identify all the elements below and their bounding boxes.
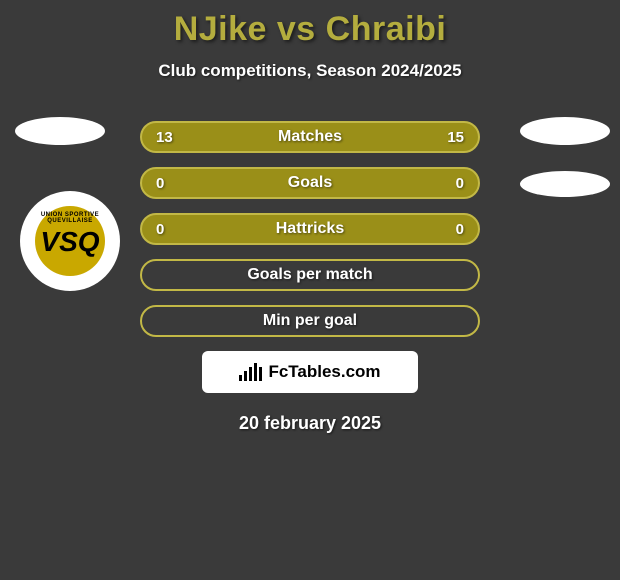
season-subtitle: Club competitions, Season 2024/2025 — [0, 61, 620, 81]
stat-label: Matches — [278, 128, 342, 146]
stat-value-right: 0 — [456, 221, 464, 238]
stat-label: Min per goal — [263, 312, 357, 330]
stat-label: Goals — [288, 174, 332, 192]
brand-text: FcTables.com — [268, 362, 380, 382]
stat-value-right: 15 — [447, 129, 464, 146]
stat-row: Goals 0 0 — [140, 167, 480, 199]
stat-row: Min per goal — [140, 305, 480, 337]
stat-value-right: 0 — [456, 175, 464, 192]
content-area: UNION SPORTIVE QUEVILLAISE VSQ Matches 13… — [0, 121, 620, 434]
stat-row: Matches 13 15 — [140, 121, 480, 153]
stat-row: Hattricks 0 0 — [140, 213, 480, 245]
brand-box: FcTables.com — [202, 351, 418, 393]
stat-row: Goals per match — [140, 259, 480, 291]
infographic-container: NJike vs Chraibi Club competitions, Seas… — [0, 0, 620, 580]
stat-value-left: 13 — [156, 129, 173, 146]
stats-list: Matches 13 15 Goals 0 0 Hattricks 0 0 Goals per m… — [140, 121, 480, 337]
club-badge-inner: UNION SPORTIVE QUEVILLAISE VSQ — [35, 206, 105, 276]
stat-value-left: 0 — [156, 175, 164, 192]
stat-label: Goals per match — [247, 266, 372, 284]
club-badge: UNION SPORTIVE QUEVILLAISE VSQ — [20, 191, 120, 291]
club-emblem: VSQ — [40, 226, 99, 258]
stat-value-left: 0 — [156, 221, 164, 238]
player-left-shape — [15, 117, 105, 145]
player-right-shape-2 — [520, 171, 610, 197]
comparison-title: NJike vs Chraibi — [0, 0, 620, 49]
club-badge-text: UNION SPORTIVE QUEVILLAISE — [35, 212, 105, 224]
stat-label: Hattricks — [276, 220, 344, 238]
barchart-icon — [239, 363, 262, 381]
date-text: 20 february 2025 — [0, 413, 620, 434]
player-right-shape — [520, 117, 610, 145]
